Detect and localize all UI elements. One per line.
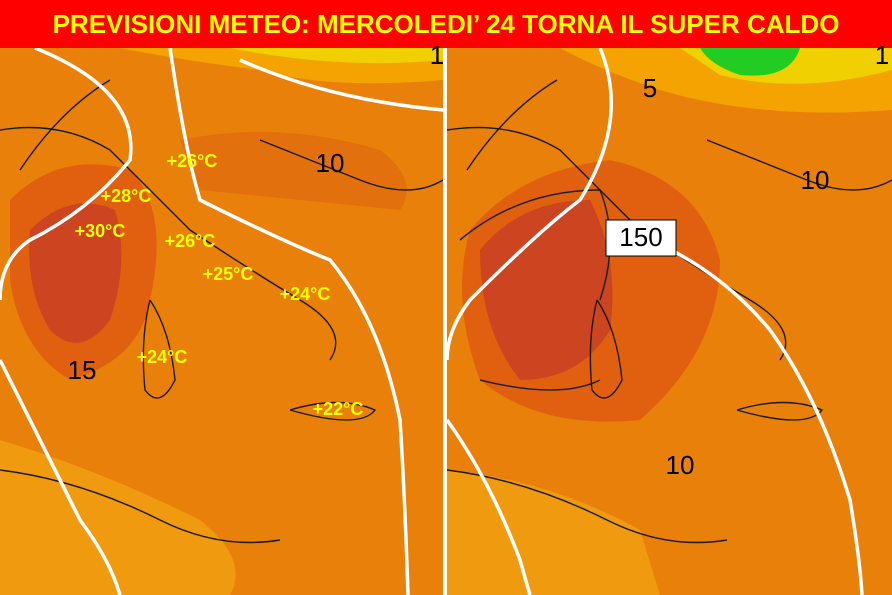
temperature-label: +28°C: [101, 186, 152, 206]
contour-label: 15: [68, 355, 97, 385]
contour-label: 1: [430, 40, 444, 70]
temperature-label: +24°C: [137, 347, 188, 367]
temperature-label: +26°C: [167, 151, 218, 171]
contour-label-box: [605, 219, 677, 257]
contour-label: 10: [801, 165, 830, 195]
temperature-label: +26°C: [165, 231, 216, 251]
temperature-label: +22°C: [313, 399, 364, 419]
temperature-label: +30°C: [75, 221, 126, 241]
contour-label: 10: [316, 148, 345, 178]
left-map: [0, 48, 443, 595]
contour-label: 10: [666, 450, 695, 480]
contour-label: 1: [875, 40, 889, 70]
temperature-label: +25°C: [203, 264, 254, 284]
right-map: [447, 48, 892, 595]
temperature-label: +24°C: [280, 284, 331, 304]
contour-label: 150: [619, 222, 662, 252]
contour-label: 5: [643, 73, 657, 103]
title: PREVISIONI METEO: MERCOLEDI’ 24 TORNA IL…: [53, 9, 840, 39]
separator: [443, 48, 447, 595]
title-bar: [0, 0, 892, 48]
